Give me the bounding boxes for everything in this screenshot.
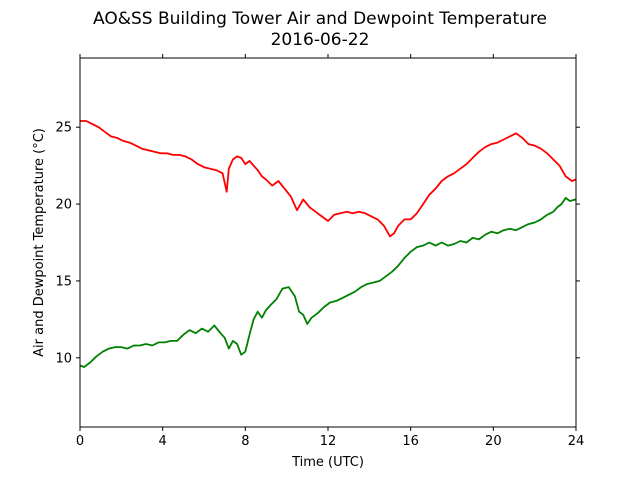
- y-tick-label: 15: [55, 274, 72, 289]
- x-tick-label: 20: [485, 434, 502, 449]
- x-tick-label: 0: [76, 434, 84, 449]
- x-tick-label: 4: [159, 434, 167, 449]
- x-tick-label: 16: [402, 434, 419, 449]
- series-layer: [79, 120, 577, 368]
- y-tick-label: 10: [55, 351, 72, 366]
- chart-title: AO&SS Building Tower Air and Dewpoint Te…: [93, 9, 547, 29]
- plot-frame: [79, 57, 577, 428]
- y-tick-label: 25: [55, 121, 72, 136]
- x-tick-label: 24: [568, 434, 585, 449]
- y-tick-label: 20: [55, 198, 72, 213]
- ticks-layer: 0 4 8 12 16 20 24 10 15 20 25: [55, 54, 584, 449]
- series-line-0: [80, 120, 577, 238]
- y-axis-label: Air and Dewpoint Temperature (°C): [32, 128, 47, 357]
- x-tick-label: 12: [320, 434, 337, 449]
- series-line-1: [79, 196, 577, 368]
- chart-subtitle: 2016-06-22: [271, 30, 370, 50]
- x-axis-label: Time (UTC): [291, 455, 364, 470]
- x-tick-label: 8: [241, 434, 249, 449]
